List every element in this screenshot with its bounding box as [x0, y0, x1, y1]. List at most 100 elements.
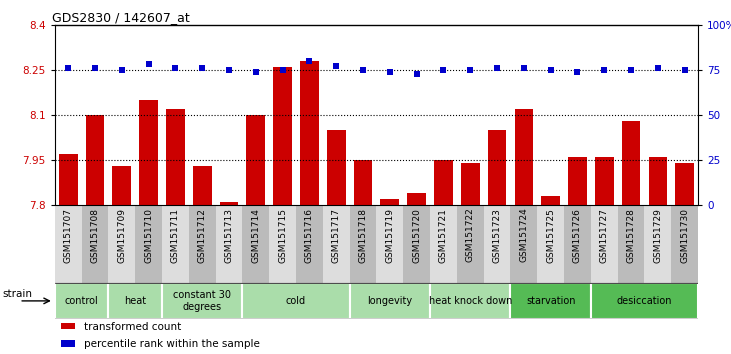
Bar: [86, 115, 105, 205]
Text: cold: cold: [286, 296, 306, 306]
Point: [491, 65, 503, 71]
Bar: [349, 283, 430, 319]
Bar: [273, 67, 292, 205]
Bar: [113, 166, 132, 205]
Text: GDS2830 / 142607_at: GDS2830 / 142607_at: [52, 11, 189, 24]
Bar: [82, 205, 108, 283]
Text: GSM151717: GSM151717: [332, 208, 341, 263]
Text: GSM151713: GSM151713: [224, 208, 233, 263]
Bar: [380, 199, 399, 205]
Bar: [243, 205, 269, 283]
Point: [62, 65, 74, 71]
Bar: [58, 154, 77, 205]
Bar: [430, 205, 457, 283]
Text: GSM151711: GSM151711: [171, 208, 180, 263]
Bar: [515, 109, 533, 205]
Point: [330, 63, 342, 69]
Bar: [193, 166, 212, 205]
Bar: [595, 157, 613, 205]
Text: GSM151728: GSM151728: [626, 208, 635, 263]
Bar: [510, 283, 591, 319]
Bar: [591, 283, 698, 319]
Point: [411, 71, 423, 76]
Text: GSM151712: GSM151712: [198, 208, 207, 263]
Bar: [108, 205, 135, 283]
Text: GSM151730: GSM151730: [681, 208, 689, 263]
Text: GSM151726: GSM151726: [573, 208, 582, 263]
Text: GSM151709: GSM151709: [118, 208, 126, 263]
Text: GSM151719: GSM151719: [385, 208, 394, 263]
Bar: [135, 205, 162, 283]
Bar: [61, 340, 75, 347]
Point: [625, 67, 637, 73]
Point: [116, 67, 128, 73]
Point: [197, 65, 208, 71]
Bar: [55, 205, 82, 283]
Text: GSM151710: GSM151710: [144, 208, 153, 263]
Bar: [461, 163, 480, 205]
Point: [143, 62, 154, 67]
Point: [518, 65, 530, 71]
Bar: [349, 205, 376, 283]
Bar: [323, 205, 349, 283]
Bar: [488, 130, 507, 205]
Text: GSM151716: GSM151716: [305, 208, 314, 263]
Bar: [404, 205, 430, 283]
Point: [384, 69, 395, 75]
Bar: [376, 205, 404, 283]
Bar: [108, 283, 162, 319]
Bar: [430, 283, 510, 319]
Bar: [618, 205, 645, 283]
Bar: [246, 115, 265, 205]
Bar: [621, 121, 640, 205]
Text: GSM151722: GSM151722: [466, 208, 474, 262]
Text: desiccation: desiccation: [617, 296, 673, 306]
Text: GSM151708: GSM151708: [91, 208, 99, 263]
Bar: [296, 205, 323, 283]
Bar: [537, 205, 564, 283]
Bar: [564, 205, 591, 283]
Bar: [671, 205, 698, 283]
Bar: [434, 160, 452, 205]
Point: [250, 69, 262, 75]
Text: starvation: starvation: [526, 296, 575, 306]
Text: GSM151729: GSM151729: [654, 208, 662, 263]
Text: GSM151725: GSM151725: [546, 208, 555, 263]
Bar: [407, 193, 426, 205]
Text: GSM151720: GSM151720: [412, 208, 421, 263]
Text: percentile rank within the sample: percentile rank within the sample: [84, 339, 260, 349]
Bar: [139, 100, 158, 205]
Text: GSM151707: GSM151707: [64, 208, 72, 263]
Bar: [166, 109, 185, 205]
Point: [357, 67, 369, 73]
Bar: [55, 283, 108, 319]
Bar: [675, 163, 694, 205]
Text: constant 30
degrees: constant 30 degrees: [173, 290, 231, 312]
Text: longevity: longevity: [367, 296, 412, 306]
Point: [599, 67, 610, 73]
Text: GSM151723: GSM151723: [493, 208, 501, 263]
Text: GSM151721: GSM151721: [439, 208, 448, 263]
Bar: [510, 205, 537, 283]
Point: [89, 65, 101, 71]
Bar: [189, 205, 216, 283]
Bar: [354, 160, 372, 205]
Text: GSM151714: GSM151714: [251, 208, 260, 263]
Point: [545, 67, 556, 73]
Bar: [162, 205, 189, 283]
Text: GSM151718: GSM151718: [359, 208, 368, 263]
Bar: [300, 61, 319, 205]
Point: [464, 67, 476, 73]
Bar: [216, 205, 243, 283]
Bar: [269, 205, 296, 283]
Text: transformed count: transformed count: [84, 321, 181, 332]
Text: strain: strain: [3, 289, 33, 299]
Point: [277, 67, 289, 73]
Text: heat knock down: heat knock down: [428, 296, 512, 306]
Bar: [219, 202, 238, 205]
Bar: [61, 323, 75, 329]
Text: heat: heat: [124, 296, 146, 306]
Point: [223, 67, 235, 73]
Bar: [327, 130, 346, 205]
Bar: [648, 157, 667, 205]
